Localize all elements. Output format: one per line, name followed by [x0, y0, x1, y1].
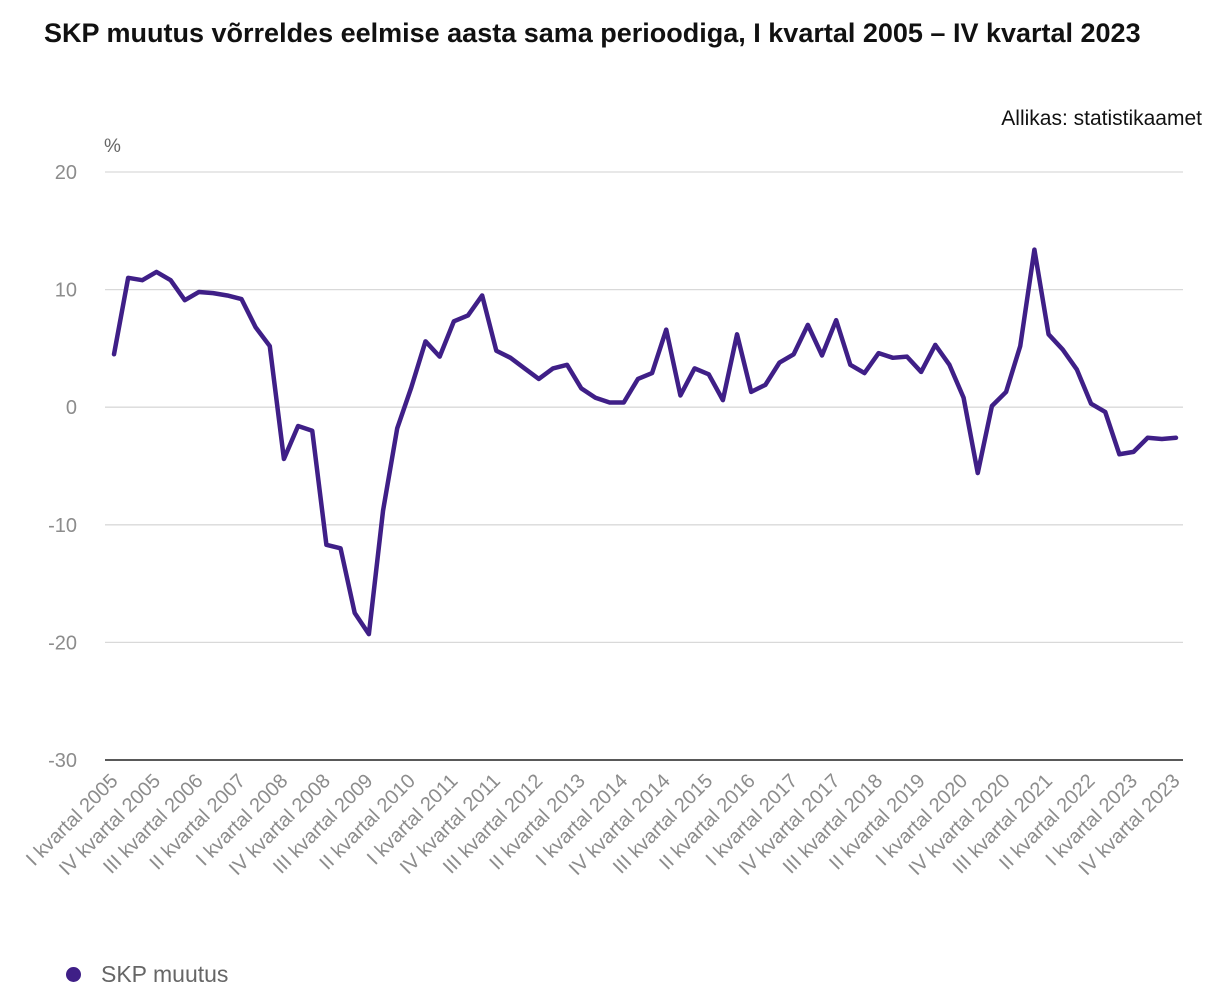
y-axis-unit: %	[104, 136, 121, 157]
grid-layer	[105, 171, 1183, 761]
legend-swatch	[66, 967, 81, 982]
series-line-skp-muutus	[111, 247, 1179, 637]
chart-source: Allikas: statistikaamet	[1001, 107, 1202, 130]
chart-title: SKP muutus võrreldes eelmise aasta sama …	[44, 18, 1141, 48]
legend: SKP muutus	[66, 961, 228, 988]
y-tick-label: -30	[48, 750, 77, 772]
y-tick-label: -10	[48, 515, 77, 537]
y-tick-label: 0	[66, 397, 77, 419]
y-axis-ticks: 20 10 0 -10 -20 -30	[48, 162, 77, 772]
y-tick-label: -20	[48, 632, 77, 654]
y-tick-label: 20	[55, 162, 77, 184]
series-layer	[111, 247, 1179, 637]
legend-label: SKP muutus	[101, 961, 229, 987]
y-tick-label: 10	[55, 280, 77, 302]
